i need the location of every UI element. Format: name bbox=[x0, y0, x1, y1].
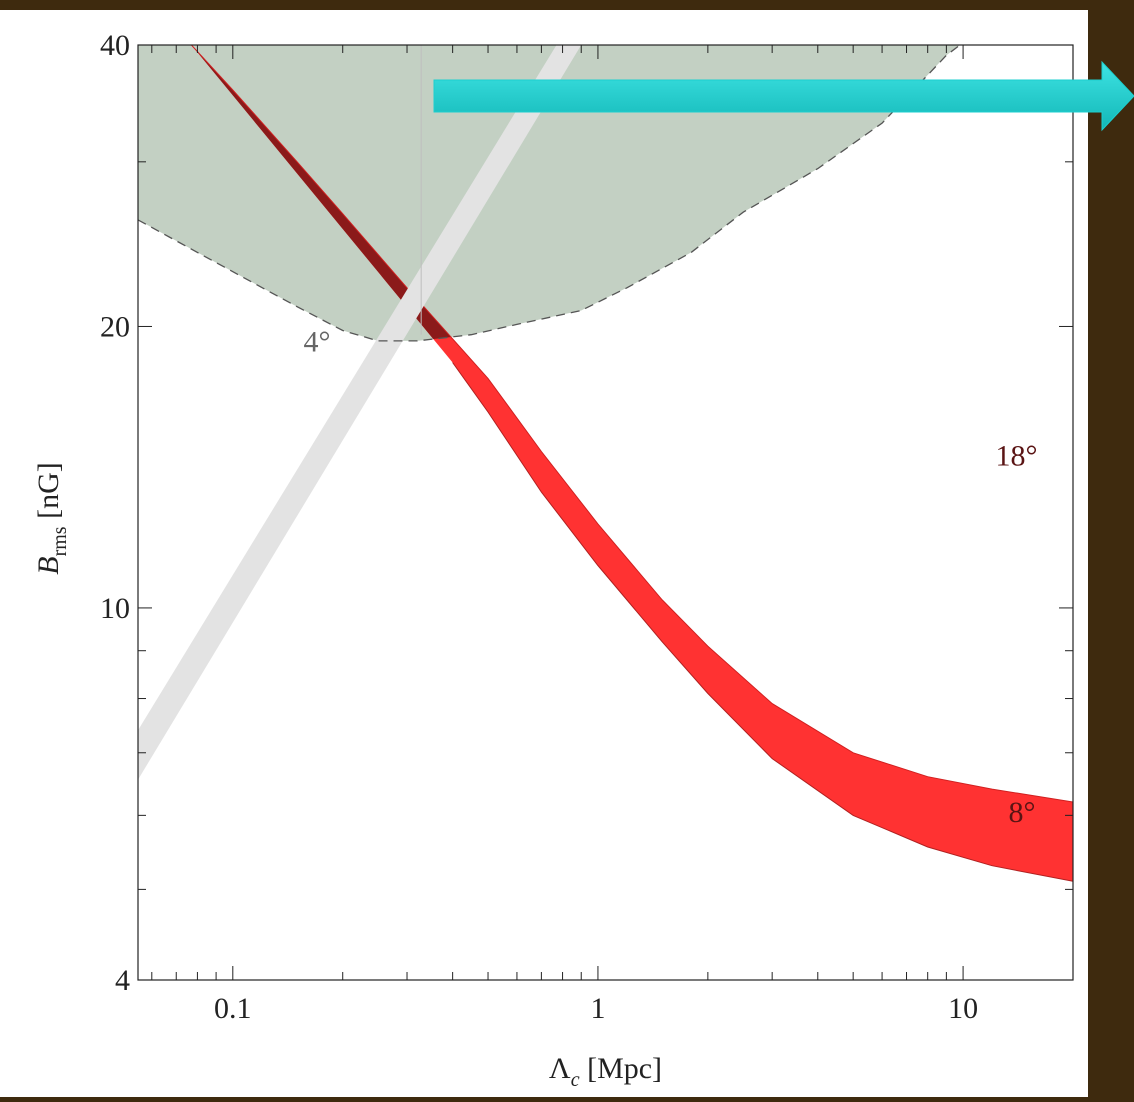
x-axis-label: Λc [Mpc] bbox=[549, 1052, 662, 1091]
y-tick-label: 20 bbox=[100, 310, 130, 343]
axis-labels: Λc [Mpc] Brms [nG] bbox=[32, 462, 662, 1091]
gray-excluded-region bbox=[138, 45, 960, 341]
x-tick-label: 1 bbox=[590, 992, 605, 1025]
y-tick-label: 40 bbox=[100, 29, 130, 62]
y-tick-label: 4 bbox=[115, 964, 130, 997]
right-arrow-icon bbox=[433, 60, 1134, 132]
light-gray-band bbox=[138, 45, 582, 780]
red-band-region bbox=[191, 45, 1073, 882]
arrow-layer bbox=[433, 60, 1134, 132]
x-tick-label: 0.1 bbox=[214, 992, 252, 1025]
y-axis-label: Brms [nG] bbox=[32, 462, 71, 574]
annotations: 4° 18° 8° bbox=[303, 326, 1037, 830]
y-tick-label: 10 bbox=[100, 592, 130, 625]
annotation-8deg: 8° bbox=[1009, 796, 1036, 829]
x-tick-label: 10 bbox=[948, 992, 978, 1025]
plot-frame bbox=[137, 44, 1074, 981]
gray-region-boundary bbox=[138, 45, 961, 342]
annotation-18deg: 18° bbox=[995, 440, 1037, 473]
red-band-lower-edge bbox=[452, 362, 1073, 882]
axes: 0.1 1 10 4 10 20 40 bbox=[100, 29, 1074, 1025]
plot-area bbox=[138, 45, 1073, 882]
red-band-upper-edge bbox=[191, 45, 1073, 803]
annotation-4deg: 4° bbox=[303, 326, 330, 359]
